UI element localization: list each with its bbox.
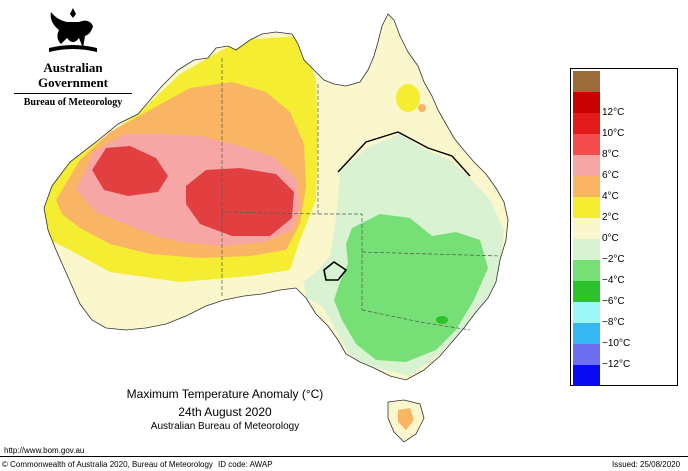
legend-swatch <box>573 365 600 386</box>
legend: 12°C 10°C 8°C 6°C 4°C 2°C 0°C −2°C −4°C −6°C −8°C −… <box>570 68 678 386</box>
legend-swatch <box>573 260 600 281</box>
logo-divider <box>14 93 132 94</box>
legend-swatch <box>573 197 600 218</box>
legend-label: −12°C <box>602 359 631 370</box>
map-title-block: Maximum Temperature Anomaly (°C) 24th Au… <box>100 387 350 433</box>
bureau-name: Bureau of Meteorology <box>23 97 123 108</box>
legend-label: 10°C <box>602 128 625 139</box>
issued-date: Issued: 25/08/2020 <box>612 460 681 469</box>
website-url: http://www.bom.gov.au <box>4 446 85 455</box>
coat-of-arms-icon <box>49 8 97 52</box>
footer-bar: © Commonwealth of Australia 2020, Bureau… <box>0 456 688 471</box>
government-name: Australian Government <box>37 60 109 90</box>
legend-swatch <box>573 281 600 302</box>
legend-label: −2°C <box>602 254 625 265</box>
legend-swatch <box>573 218 600 239</box>
id-code: ID code: AWAP <box>218 460 273 469</box>
legend-label: 2°C <box>602 212 619 223</box>
government-logo: Australian Government Bureau of Meteorol… <box>8 8 138 108</box>
legend-swatch <box>573 113 600 134</box>
legend-label: 4°C <box>602 191 619 202</box>
legend-label: 6°C <box>602 170 619 181</box>
legend-swatch <box>573 155 600 176</box>
legend-swatch <box>573 239 600 260</box>
legend-swatch <box>573 134 600 155</box>
legend-swatch <box>573 302 600 323</box>
map-date: 24th August 2020 <box>178 405 272 419</box>
map-title: Maximum Temperature Anomaly (°C) <box>126 387 324 401</box>
legend-label: −10°C <box>602 338 631 349</box>
copyright-text: © Commonwealth of Australia 2020, Bureau… <box>2 460 213 469</box>
legend-label: −4°C <box>602 275 625 286</box>
legend-swatch <box>573 176 600 197</box>
legend-swatch <box>573 71 600 92</box>
map-source: Australian Bureau of Meteorology <box>150 421 300 432</box>
legend-swatch <box>573 323 600 344</box>
legend-label: 8°C <box>602 149 619 160</box>
legend-label: −6°C <box>602 296 625 307</box>
legend-swatch <box>573 92 600 113</box>
legend-label: 12°C <box>602 107 625 118</box>
legend-label: −8°C <box>602 317 625 328</box>
legend-label: 0°C <box>602 233 619 244</box>
legend-swatch <box>573 344 600 365</box>
